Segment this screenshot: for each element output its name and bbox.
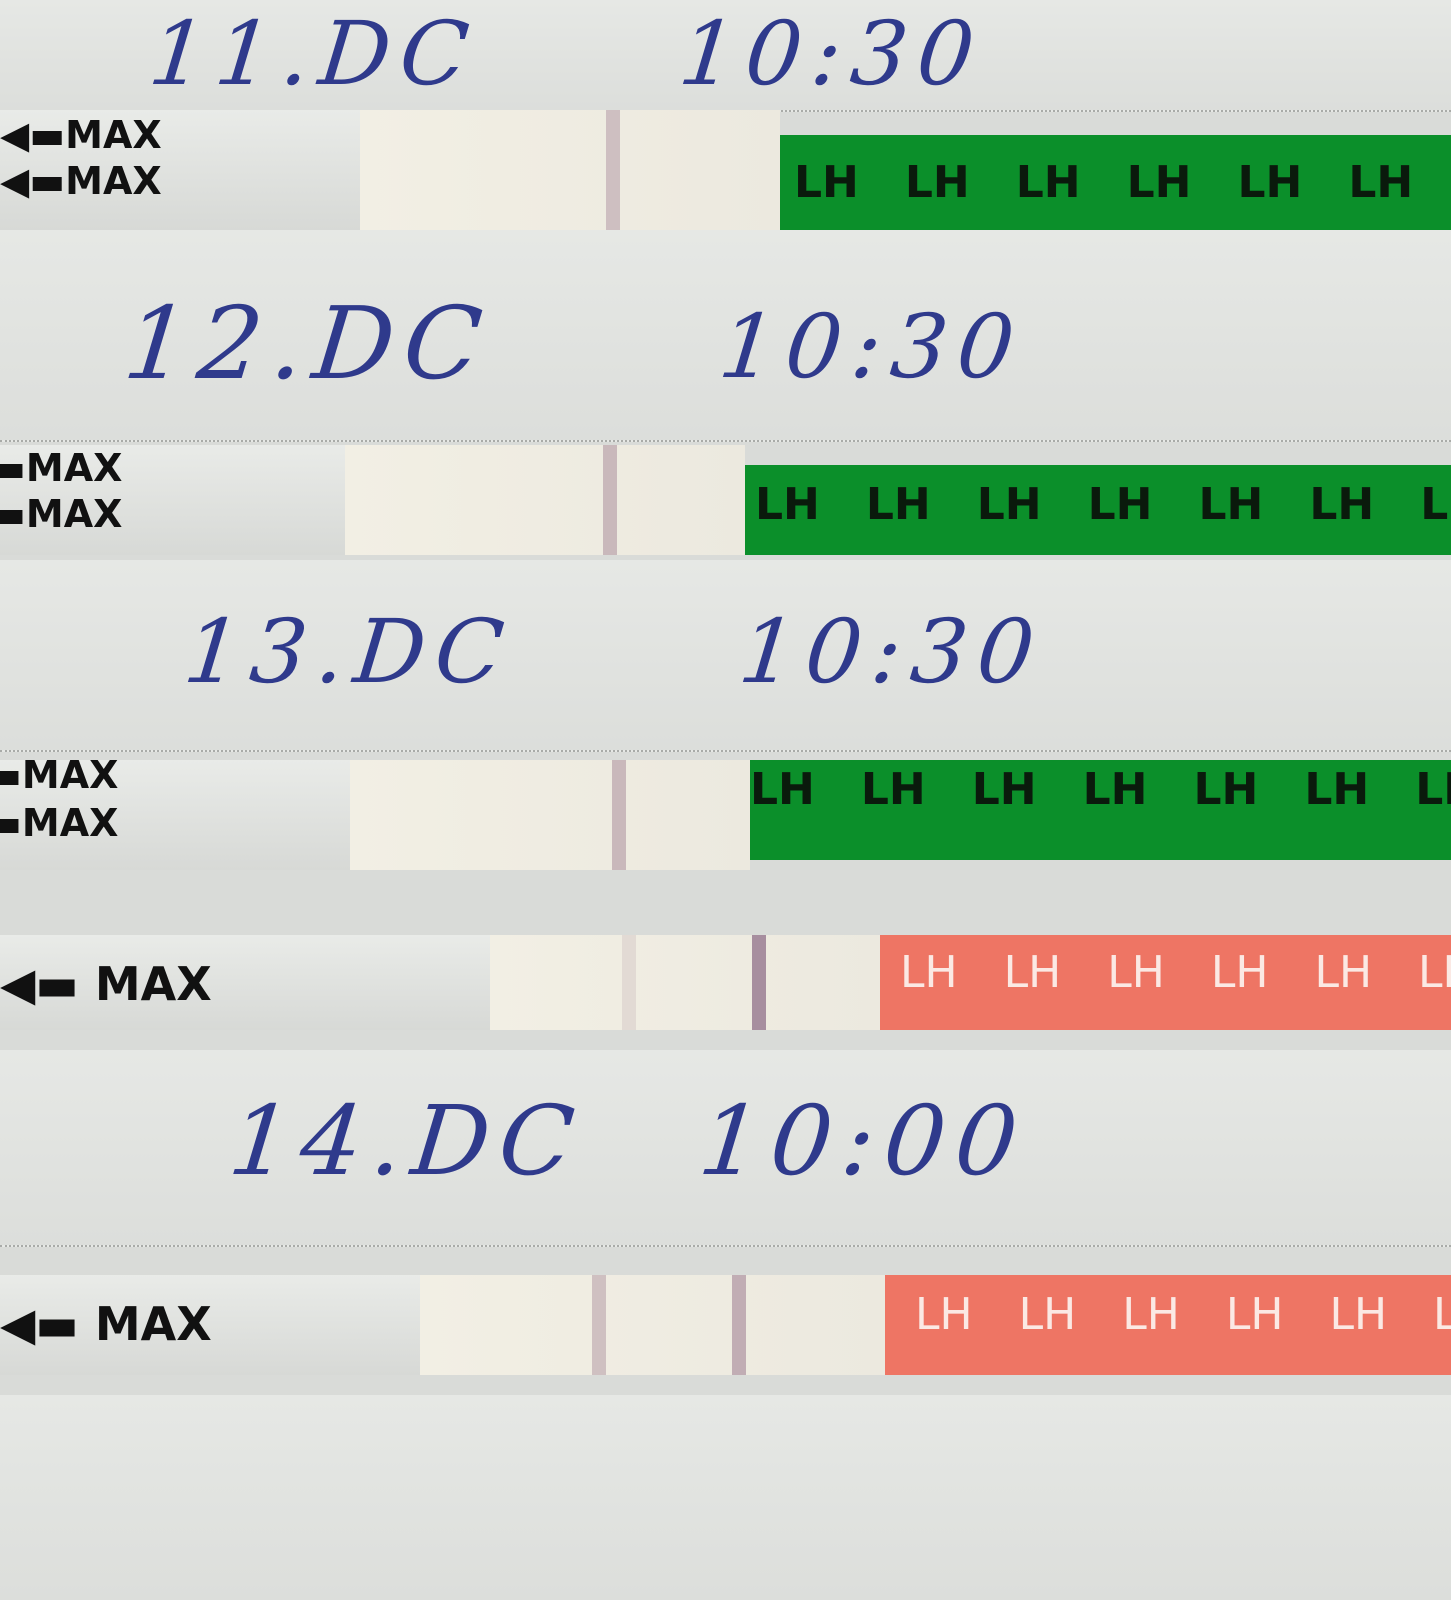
lh-mark: LH: [1198, 479, 1264, 530]
lh-band-green: LHLHLHLHLHLHLHLHLH: [780, 135, 1451, 230]
lh-mark: LH: [1225, 1289, 1284, 1340]
day-text: 14.DC: [224, 1085, 589, 1197]
lh-mark: LH: [1309, 479, 1375, 530]
time-label-2: 10:30: [715, 295, 1029, 398]
lh-mark: LH: [976, 479, 1042, 530]
lh-mark: LH: [1304, 764, 1370, 815]
lh-band-red: LHLHLHLHLHLHLHLHLH: [880, 935, 1451, 1030]
max-marker: ◀▬MAX: [0, 113, 162, 157]
test-strip-3: ▬MAX ▬MAX LHLHLHLHLHLHLHLHLH: [0, 756, 1451, 870]
max-marker: ▬MAX: [0, 492, 123, 536]
lh-mark: LH: [1348, 157, 1414, 208]
lh-mark: LH: [1314, 947, 1373, 998]
test-strip-1: ◀▬MAX ◀▬MAX LHLHLHLHLHLHLHLHLH: [0, 110, 1451, 230]
day-text: 12.DC: [118, 285, 497, 402]
day-label-3: 13.DC: [180, 600, 519, 703]
time-label-4: 10:00: [694, 1085, 1032, 1197]
lh-band-green: LHLHLHLHLHLHLHLHLH: [750, 760, 1451, 860]
lh-mark: LH: [1210, 947, 1269, 998]
lh-mark: LH: [1015, 157, 1081, 208]
label-paper-4: [0, 1050, 1451, 1247]
test-line: [592, 1275, 606, 1375]
lh-mark: LH: [794, 157, 859, 208]
label-paper-3: [0, 560, 1451, 752]
day-label-4: 14.DC: [224, 1085, 589, 1197]
lh-mark: LH: [904, 157, 970, 208]
strip-handle: ◀▬ MAX: [0, 1275, 420, 1375]
test-strip-4: ◀▬ MAX LHLHLHLHLHLHLHLHLH: [0, 935, 1451, 1030]
lh-mark: LH: [1415, 764, 1451, 815]
time-text: 10:30: [714, 295, 1030, 398]
strip-handle: ◀▬ MAX: [0, 935, 490, 1030]
max-marker: ▬MAX: [0, 801, 119, 845]
lh-mark: LH: [915, 1289, 973, 1340]
lh-mark: LH: [860, 764, 926, 815]
lh-band-red: LHLHLHLHLHLHLHLHLH: [885, 1275, 1451, 1375]
strip-handle: ◀▬MAX ◀▬MAX: [0, 110, 360, 230]
time-label-3: 10:30: [735, 600, 1049, 703]
test-line: [606, 110, 620, 230]
strip-handle: ▬MAX ▬MAX: [0, 445, 345, 555]
lh-mark: LH: [1237, 157, 1303, 208]
lh-mark: LH: [865, 479, 931, 530]
time-text: 10:30: [674, 2, 990, 105]
max-marker: ▬MAX: [0, 446, 123, 490]
strip-handle: ▬MAX ▬MAX: [0, 756, 350, 870]
day-label-2: 12.DC: [119, 285, 497, 402]
lh-mark: LH: [971, 764, 1037, 815]
test-line: [622, 935, 636, 1030]
day-label-1: 11.DC: [145, 2, 484, 105]
lh-mark: LH: [900, 947, 958, 998]
lh-mark: LH: [750, 764, 815, 815]
lh-mark: LH: [1433, 1289, 1451, 1340]
lh-mark: LH: [1003, 947, 1062, 998]
lh-mark: LH: [1418, 947, 1451, 998]
bottom-paper: [0, 1395, 1451, 1600]
max-marker: ◀▬ MAX: [0, 957, 212, 1011]
test-window: [490, 935, 880, 1030]
lh-mark: LH: [1107, 947, 1165, 998]
lh-mark: LH: [1082, 764, 1148, 815]
time-text: 10:30: [734, 600, 1050, 703]
lh-mark: LH: [1193, 764, 1259, 815]
lh-mark: LH: [1018, 1289, 1077, 1340]
lh-mark: LH: [1329, 1289, 1388, 1340]
test-window: [360, 110, 780, 230]
lh-mark: LH: [1420, 479, 1451, 530]
day-text: 11.DC: [144, 2, 484, 105]
test-line: [612, 760, 626, 870]
test-strip-2: ▬MAX ▬MAX LHLHLHLHLHLHLHLHLH: [0, 445, 1451, 555]
time-text: 10:00: [694, 1085, 1033, 1197]
test-line: [732, 1275, 746, 1375]
lh-mark: LH: [1122, 1289, 1180, 1340]
test-window: [345, 445, 745, 555]
test-strip-5: ◀▬ MAX LHLHLHLHLHLHLHLHLH: [0, 1275, 1451, 1375]
test-line: [752, 935, 766, 1030]
label-paper-2: [0, 230, 1451, 442]
lh-mark: LH: [1087, 479, 1153, 530]
time-label-1: 10:30: [675, 2, 989, 105]
test-window: [420, 1275, 885, 1375]
test-line: [603, 445, 617, 555]
max-marker: ▬MAX: [0, 753, 119, 797]
day-text: 13.DC: [179, 600, 519, 703]
test-window: [350, 760, 750, 870]
lh-mark: LH: [755, 479, 820, 530]
max-marker: ◀▬ MAX: [0, 1297, 212, 1351]
lh-band-green: LHLHLHLHLHLHLHLHLH: [745, 465, 1451, 555]
lh-mark: LH: [1126, 157, 1192, 208]
max-marker: ◀▬MAX: [0, 159, 162, 203]
